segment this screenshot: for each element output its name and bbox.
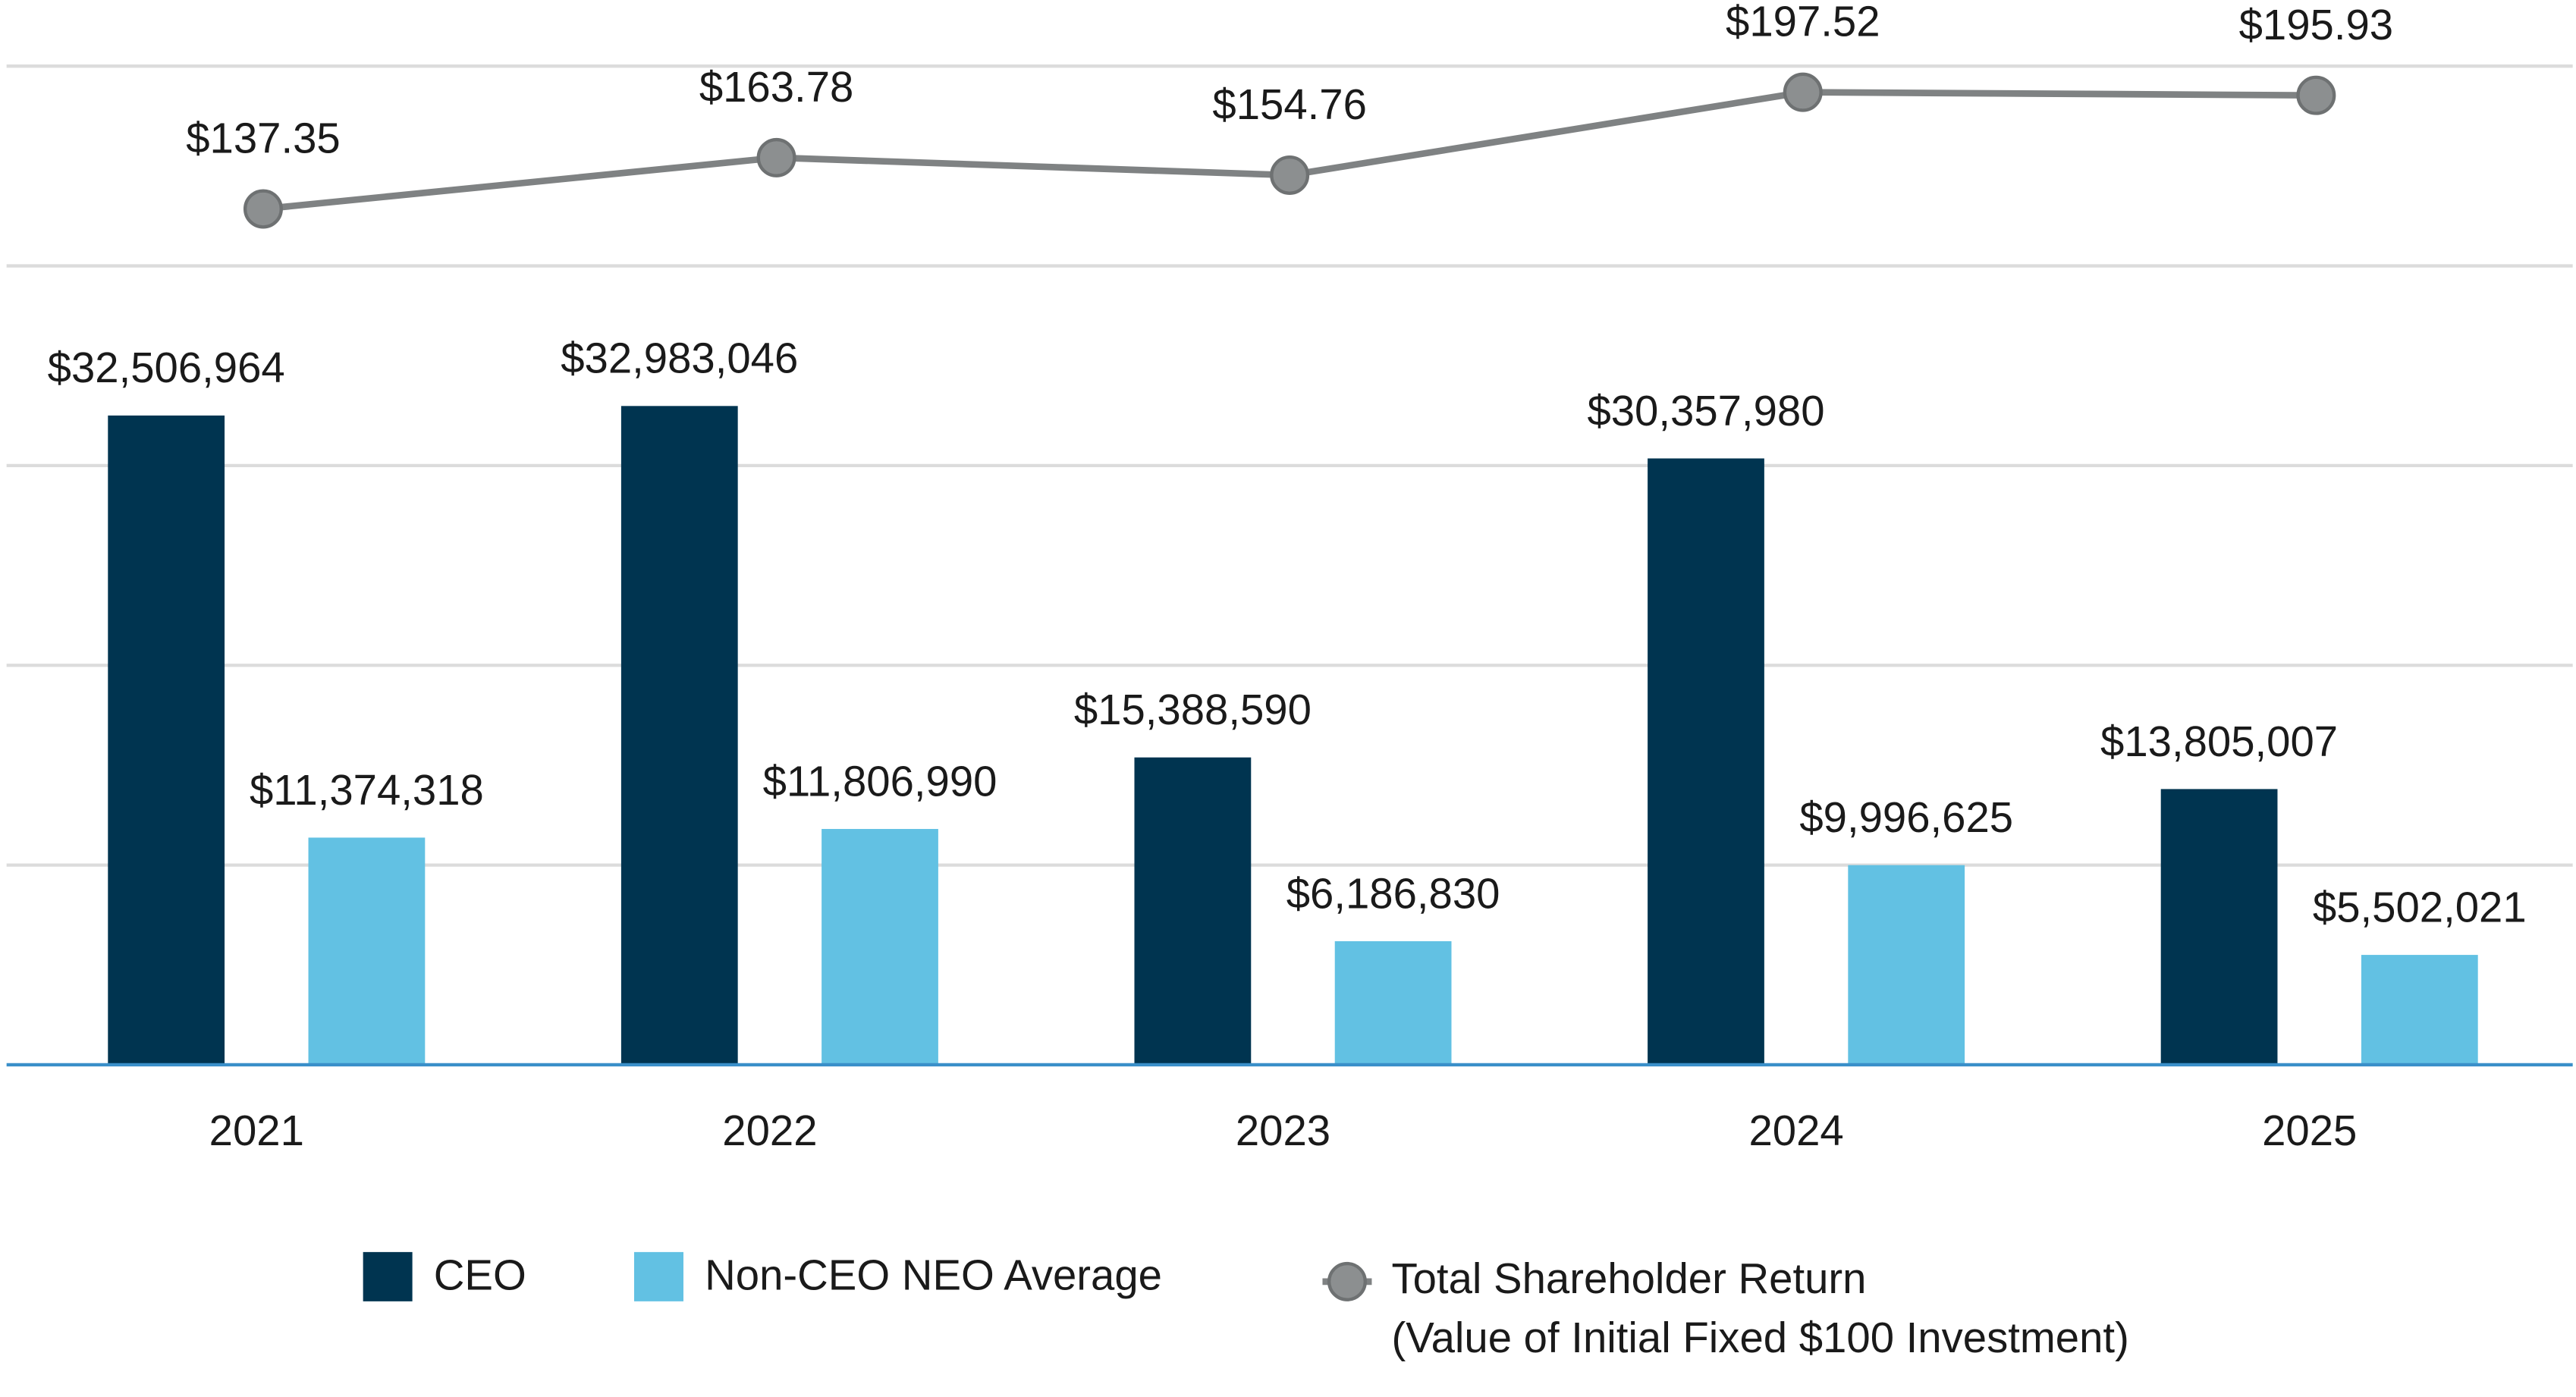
- bar: [1334, 941, 1452, 1065]
- data-label: $163.78: [699, 63, 853, 111]
- x-tick-label: 2023: [1236, 1107, 1330, 1154]
- line-marker: [243, 189, 283, 229]
- data-label: $5,502,021: [2313, 883, 2527, 931]
- data-label: $15,388,590: [1074, 686, 1312, 733]
- x-tick-label: 2021: [209, 1107, 304, 1154]
- data-label: $30,357,980: [1587, 387, 1824, 435]
- data-label: $6,186,830: [1286, 869, 1500, 917]
- legend-marker: [1327, 1261, 1367, 1301]
- data-label: $13,805,007: [2100, 717, 2338, 765]
- bar: [1848, 865, 1965, 1065]
- bar: [821, 829, 938, 1065]
- data-label: $11,374,318: [250, 766, 484, 814]
- x-tick-label: 2025: [2262, 1107, 2357, 1154]
- data-label: $32,506,964: [48, 344, 285, 391]
- data-label: $32,983,046: [561, 334, 798, 382]
- legend-label-box: Total Shareholder Return (Value of Initi…: [1391, 1254, 2129, 1362]
- line-marker: [2296, 75, 2336, 115]
- data-label: $154.76: [1212, 80, 1367, 128]
- legend-label: Total Shareholder Return (Value of Initi…: [1391, 1254, 2129, 1362]
- line-marker: [1783, 72, 1823, 112]
- bar: [308, 837, 426, 1065]
- bar: [2160, 789, 2278, 1065]
- legend-label: CEO: [434, 1251, 526, 1298]
- data-label: $11,806,990: [763, 757, 997, 805]
- data-label: $137.35: [186, 115, 341, 162]
- legend-label: Non-CEO NEO Average: [705, 1251, 1162, 1298]
- legend-swatch: [634, 1251, 683, 1301]
- legend-swatch: [363, 1251, 413, 1301]
- data-label: $9,996,625: [1799, 793, 2013, 841]
- data-label: $195.93: [2239, 1, 2394, 49]
- bar: [2361, 955, 2478, 1065]
- bar: [1134, 757, 1252, 1065]
- bar: [620, 406, 738, 1065]
- line-marker: [756, 137, 796, 177]
- x-tick-label: 2024: [1748, 1107, 1843, 1154]
- bar: [108, 415, 225, 1065]
- bar: [1648, 458, 1764, 1065]
- line-marker: [1270, 155, 1310, 195]
- data-label: $197.52: [1726, 0, 1880, 46]
- x-tick-label: 2022: [722, 1107, 817, 1154]
